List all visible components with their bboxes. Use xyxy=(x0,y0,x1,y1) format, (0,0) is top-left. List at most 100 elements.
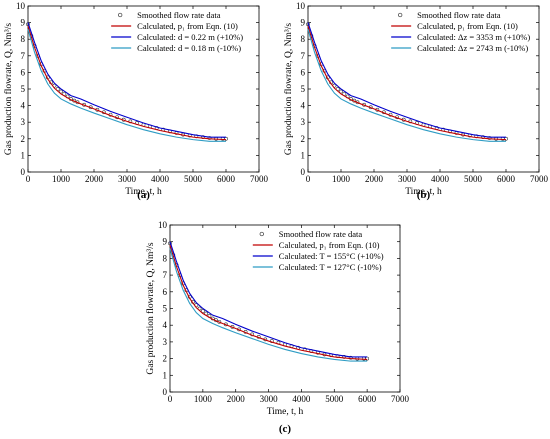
y-axis-label: Gas production flowrate, Q, Nm³/s xyxy=(3,23,14,155)
y-tick-label: 3 xyxy=(21,117,26,127)
x-tick-label: 2000 xyxy=(365,174,384,184)
x-tick-label: 6000 xyxy=(217,174,236,184)
y-tick-label: 10 xyxy=(296,1,306,11)
series-line-2 xyxy=(307,22,506,138)
legend-entry-0: Smoothed flow rate data xyxy=(279,229,363,239)
y-tick-label: 0 xyxy=(301,167,306,177)
y-tick-label: 1 xyxy=(21,150,26,160)
legend-entry-2: Calculated: Δz = 3353 m (+10%) xyxy=(417,32,530,42)
series-line-2 xyxy=(169,241,368,358)
data-point-0 xyxy=(200,309,205,313)
legend-entry-3: Calculated: T = 127°C (-10%) xyxy=(279,262,382,272)
data-point-0 xyxy=(207,136,212,140)
y-tick-label: 8 xyxy=(163,253,168,263)
legend-entry-2: Calculated: T = 155°C (+10%) xyxy=(279,251,384,261)
y-axis-label: Gas production flowrate, Q, Nm³/s xyxy=(283,23,294,155)
y-tick-label: 3 xyxy=(301,117,306,127)
y-tick-label: 2 xyxy=(163,354,168,364)
chart-panel-2: 0 1000 2000 3000 4000 5000 6000 7000 0 1 2 3 4 5 6 7 8 9 1… xyxy=(145,220,410,435)
y-tick-label: 10 xyxy=(16,1,26,11)
x-tick-label: 1000 xyxy=(332,174,351,184)
x-tick-label: 3000 xyxy=(260,394,279,404)
y-tick-label: 6 xyxy=(163,287,168,297)
y-tick-label: 7 xyxy=(163,270,168,280)
x-tick-label: 2000 xyxy=(227,394,246,404)
legend-entry-3: Calculated: Δz = 2743 m (-10%) xyxy=(417,43,528,53)
y-tick-label: 9 xyxy=(301,18,306,28)
x-tick-label: 0 xyxy=(168,394,173,404)
chart-panel-0: 0 1000 2000 3000 4000 5000 6000 7000 0 1 2 3 4 5 6 7 8 9 1… xyxy=(3,1,269,201)
x-tick-label: 6000 xyxy=(497,174,516,184)
data-point-0 xyxy=(200,135,205,140)
y-tick-label: 2 xyxy=(301,134,306,144)
x-tick-label: 0 xyxy=(306,174,311,184)
series-line-1 xyxy=(169,244,368,360)
series-line-1 xyxy=(307,25,507,141)
data-point-0 xyxy=(59,89,63,94)
x-tick-label: 2000 xyxy=(85,174,104,184)
x-tick-label: 1000 xyxy=(52,174,71,184)
y-tick-label: 0 xyxy=(21,167,26,177)
legend-marker xyxy=(259,231,264,237)
legend-marker xyxy=(118,12,123,18)
legend-entry-1: Calculated, p₁ from Eqn. (10) xyxy=(279,240,380,250)
panel-label: (a) xyxy=(137,189,150,201)
x-tick-label: 3000 xyxy=(398,174,417,184)
x-tick-label: 4000 xyxy=(431,174,450,184)
y-tick-label: 6 xyxy=(301,67,306,77)
series-line-1 xyxy=(27,25,227,141)
chart-panel-1: 0 1000 2000 3000 4000 5000 6000 7000 0 1 2 3 4 5 6 7 8 9 1… xyxy=(283,1,549,201)
x-tick-label: 1000 xyxy=(194,394,213,404)
legend-entry-2: Calculated: d = 0.22 m (+10%) xyxy=(137,32,243,42)
y-tick-label: 4 xyxy=(301,101,306,111)
y-tick-label: 7 xyxy=(301,51,306,61)
x-tick-label: 5000 xyxy=(184,174,203,184)
legend-entry-1: Calculated, p₁ from Eqn. (10) xyxy=(137,21,238,31)
y-axis-label: Gas production flowrate, Q, Nm³/s xyxy=(145,242,156,374)
x-tick-label: 3000 xyxy=(118,174,137,184)
y-tick-label: 5 xyxy=(163,304,168,314)
x-tick-label: 5000 xyxy=(464,174,483,184)
y-tick-label: 8 xyxy=(21,34,26,44)
series-line-3 xyxy=(27,29,226,142)
legend-entry-3: Calculated: d = 0.18 m (-10%) xyxy=(137,43,241,53)
series-line-2 xyxy=(27,22,226,138)
data-point-0 xyxy=(339,89,343,94)
y-tick-label: 7 xyxy=(21,51,26,61)
x-tick-label: 7000 xyxy=(530,174,549,184)
y-tick-label: 9 xyxy=(163,237,168,247)
y-tick-label: 9 xyxy=(21,18,26,28)
y-tick-label: 8 xyxy=(301,34,306,44)
data-point-0 xyxy=(342,355,347,359)
series-line-3 xyxy=(307,29,506,142)
y-tick-label: 5 xyxy=(301,84,306,94)
x-tick-label: 4000 xyxy=(151,174,170,184)
x-tick-label: 6000 xyxy=(358,394,377,404)
panel-label: (b) xyxy=(417,189,431,201)
y-tick-label: 2 xyxy=(21,134,26,144)
x-tick-label: 7000 xyxy=(250,174,269,184)
x-tick-label: 7000 xyxy=(391,394,410,404)
y-tick-label: 6 xyxy=(21,67,26,77)
x-axis-label: Time, t, h xyxy=(125,187,162,197)
y-tick-label: 4 xyxy=(163,320,168,330)
legend-entry-1: Calculated, p₁ from Eqn. (10) xyxy=(417,21,518,31)
series-line-3 xyxy=(169,248,368,362)
x-axis-label: Time, t, h xyxy=(405,187,442,197)
legend-entry-0: Smoothed flow rate data xyxy=(137,10,221,20)
x-tick-label: 0 xyxy=(26,174,31,184)
y-tick-label: 10 xyxy=(158,220,168,230)
x-tick-label: 4000 xyxy=(292,394,311,404)
panel-label: (c) xyxy=(279,423,292,435)
y-tick-label: 0 xyxy=(163,387,168,397)
x-axis-label: Time, t, h xyxy=(267,407,304,417)
legend-entry-0: Smoothed flow rate data xyxy=(417,10,501,20)
legend-marker xyxy=(398,12,403,18)
data-point-0 xyxy=(487,136,492,140)
x-tick-label: 5000 xyxy=(325,394,344,404)
y-tick-label: 5 xyxy=(21,84,26,94)
data-point-0 xyxy=(348,355,353,360)
y-tick-label: 4 xyxy=(21,101,26,111)
y-tick-label: 1 xyxy=(163,370,168,380)
